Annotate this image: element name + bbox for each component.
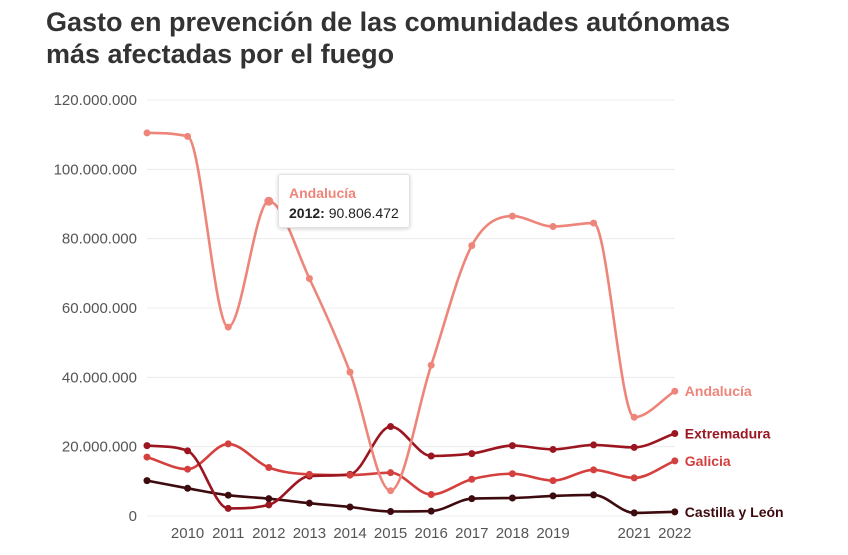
data-tooltip: Andalucía 2012: 90.806.472	[278, 174, 410, 228]
data-point-castilla-y-leon[interactable]	[671, 508, 679, 516]
x-tick-label: 2015	[374, 525, 407, 542]
gridlines	[147, 99, 675, 517]
y-tick-label: 0	[129, 508, 137, 525]
data-point-galicia[interactable]	[427, 491, 435, 499]
data-point-extremadura[interactable]	[143, 442, 151, 450]
series-line-andalucia	[145, 131, 677, 492]
data-point-andalucia[interactable]	[346, 368, 354, 376]
data-point-andalucia[interactable]	[549, 223, 557, 231]
data-point-castilla-y-leon[interactable]	[427, 507, 435, 515]
data-point-galicia[interactable]	[184, 465, 192, 473]
data-point-andalucia[interactable]	[630, 413, 638, 421]
x-tick-label: 2016	[415, 525, 448, 542]
y-tick-label: 80.000.000	[62, 231, 137, 248]
x-tick-label: 2014	[333, 525, 366, 542]
y-axis-tick-labels: 0 20.000.000 40.000.000 60.000.000 80.000.00…	[54, 92, 137, 525]
data-point-extremadura[interactable]	[508, 442, 516, 450]
end-label-galicia: Galicia	[685, 453, 731, 469]
data-point-andalucia[interactable]	[590, 219, 598, 227]
data-point-extremadura[interactable]	[590, 441, 598, 449]
data-point-galicia[interactable]	[590, 466, 598, 474]
data-point-galicia[interactable]	[143, 453, 151, 461]
data-point-castilla-y-leon[interactable]	[387, 507, 395, 515]
data-point-castilla-y-leon[interactable]	[590, 491, 598, 499]
data-point-galicia[interactable]	[224, 440, 232, 448]
data-point-galicia[interactable]	[387, 469, 395, 477]
y-tick-label: 20.000.000	[62, 439, 137, 456]
data-point-andalucia[interactable]	[468, 242, 476, 250]
data-point-extremadura[interactable]	[387, 423, 395, 431]
data-point-castilla-y-leon[interactable]	[630, 509, 638, 517]
series-points	[143, 129, 679, 517]
x-axis-tick-labels: 2010 2011 2012 2013 2014 2015 2016 2017 2018 2019…	[171, 525, 692, 542]
data-point-galicia[interactable]	[671, 457, 679, 465]
end-label-andalucia: Andalucía	[685, 383, 752, 399]
data-point-castilla-y-leon[interactable]	[184, 484, 192, 492]
data-point-andalucia[interactable]	[143, 129, 151, 137]
tooltip-value: 90.806.472	[328, 205, 399, 221]
x-tick-label: 2022	[658, 525, 691, 542]
end-label-castilla-y-leon: Castilla y León	[685, 504, 784, 520]
data-point-galicia[interactable]	[305, 470, 313, 478]
data-point-andalucia[interactable]	[305, 275, 313, 283]
data-point-castilla-y-leon[interactable]	[549, 492, 557, 500]
data-point-extremadura[interactable]	[671, 429, 679, 437]
chart-title: Gasto en prevención de las comunidades a…	[46, 6, 730, 70]
chart-title-line-2: más afectadas por el fuego	[46, 39, 395, 69]
data-point-galicia[interactable]	[630, 474, 638, 482]
data-point-extremadura[interactable]	[549, 445, 557, 453]
data-point-castilla-y-leon[interactable]	[143, 477, 151, 485]
x-tick-label: 2010	[171, 525, 204, 542]
y-tick-label: 60.000.000	[62, 300, 137, 317]
series-end-labels: Andalucía Extremadura Galicia Castilla y Le…	[685, 383, 784, 520]
tooltip-year: 2012:	[289, 205, 325, 221]
data-point-extremadura[interactable]	[468, 450, 476, 458]
x-tick-label: 2017	[455, 525, 488, 542]
data-point-castilla-y-leon[interactable]	[224, 491, 232, 499]
data-point-andalucia[interactable]	[671, 387, 679, 395]
chart-title-line-1: Gasto en prevención de las comunidades a…	[46, 7, 731, 37]
data-point-galicia[interactable]	[549, 477, 557, 485]
y-tick-label: 40.000.000	[62, 369, 137, 386]
data-point-andalucia[interactable]	[224, 323, 232, 331]
data-point-andalucia[interactable]	[264, 196, 274, 206]
x-tick-label: 2018	[496, 525, 529, 542]
tooltip-value-line: 2012: 90.806.472	[289, 205, 399, 221]
data-point-extremadura[interactable]	[184, 447, 192, 455]
data-point-extremadura[interactable]	[224, 504, 232, 512]
x-tick-label: 2021	[618, 525, 651, 542]
data-point-galicia[interactable]	[508, 470, 516, 478]
data-point-andalucia[interactable]	[508, 212, 516, 220]
y-tick-label: 120.000.000	[54, 92, 137, 109]
data-point-andalucia[interactable]	[184, 132, 192, 140]
x-tick-label: 2013	[293, 525, 326, 542]
data-point-castilla-y-leon[interactable]	[508, 494, 516, 502]
data-point-extremadura[interactable]	[265, 501, 273, 509]
data-point-extremadura[interactable]	[630, 443, 638, 451]
data-point-galicia[interactable]	[468, 475, 476, 483]
data-point-castilla-y-leon[interactable]	[305, 499, 313, 507]
data-point-andalucia[interactable]	[427, 361, 435, 369]
x-tick-label: 2011	[212, 525, 244, 542]
data-point-andalucia[interactable]	[387, 487, 395, 495]
data-point-galicia[interactable]	[265, 463, 273, 471]
end-label-extremadura: Extremadura	[685, 425, 771, 441]
series-lines	[145, 131, 677, 515]
data-point-galicia[interactable]	[346, 471, 354, 479]
x-tick-label: 2012	[252, 525, 285, 542]
data-point-castilla-y-leon[interactable]	[265, 495, 273, 503]
data-point-castilla-y-leon[interactable]	[468, 495, 476, 503]
data-point-extremadura[interactable]	[427, 452, 435, 460]
x-tick-label: 2019	[536, 525, 569, 542]
data-point-castilla-y-leon[interactable]	[346, 503, 354, 511]
tooltip-series-name: Andalucía	[289, 185, 356, 201]
y-tick-label: 100.000.000	[54, 161, 137, 178]
